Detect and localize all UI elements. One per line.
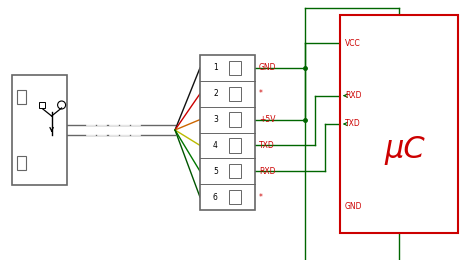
Text: TXD: TXD (345, 120, 361, 128)
Text: 4: 4 (213, 141, 218, 150)
Bar (228, 113, 241, 127)
Text: μC: μC (384, 136, 425, 165)
Text: 1: 1 (213, 63, 218, 73)
Text: 3: 3 (213, 115, 218, 124)
Bar (228, 87, 241, 101)
Text: GND: GND (259, 63, 276, 73)
Text: *: * (259, 89, 263, 98)
Bar (340, 15, 458, 233)
Text: *: * (259, 193, 263, 202)
Text: RXD: RXD (345, 91, 362, 100)
Text: RXD: RXD (259, 167, 275, 176)
Bar (228, 61, 241, 75)
Bar (38, 102, 45, 108)
Text: 6: 6 (213, 193, 218, 202)
Bar (17, 90, 26, 104)
Text: GND: GND (345, 202, 363, 211)
Bar (228, 138, 241, 153)
Bar (12, 75, 67, 185)
Bar (228, 164, 241, 178)
Bar (228, 190, 241, 204)
Text: 2: 2 (213, 89, 218, 98)
Text: TXD: TXD (259, 141, 275, 150)
Text: VCC: VCC (345, 39, 361, 48)
Bar (200, 55, 255, 210)
Text: 5: 5 (213, 167, 218, 176)
Bar (17, 156, 26, 170)
Text: +5V: +5V (259, 115, 275, 124)
